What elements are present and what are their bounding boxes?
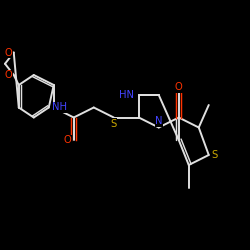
Text: N: N [155,116,162,126]
Text: O: O [4,48,12,58]
Text: O: O [64,135,72,145]
Text: S: S [212,150,218,160]
Text: HN: HN [119,90,134,100]
Text: O: O [4,70,12,80]
Text: S: S [110,119,117,129]
Text: O: O [175,82,182,92]
Text: NH: NH [52,102,67,113]
